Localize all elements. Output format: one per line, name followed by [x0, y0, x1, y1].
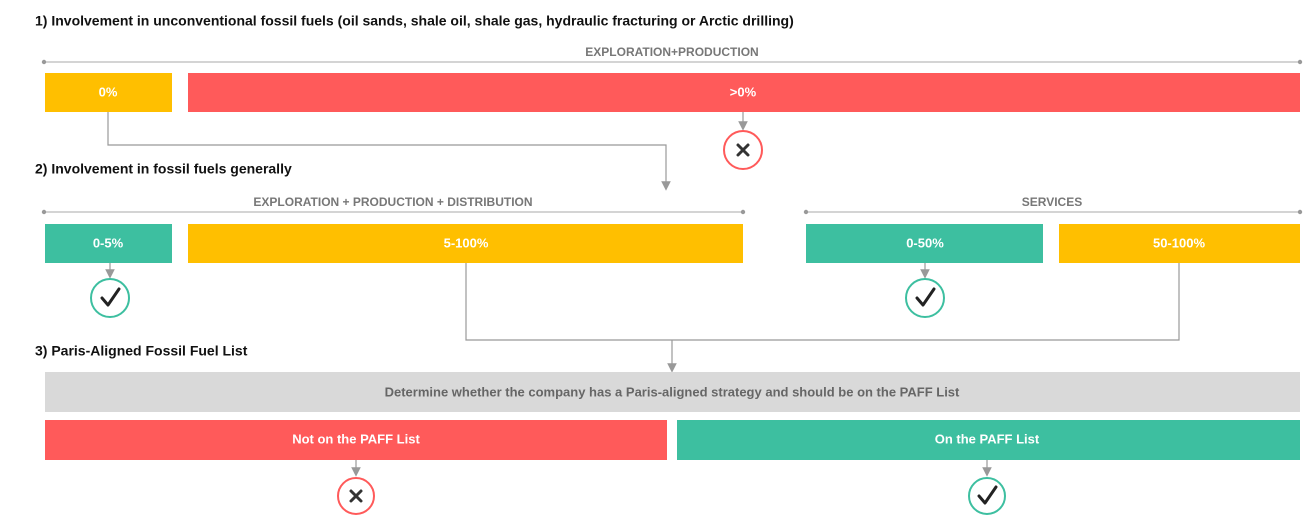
- box-label: 5-100%: [444, 235, 489, 250]
- box-label: >0%: [730, 84, 757, 99]
- box: [677, 420, 1300, 460]
- connector: [107, 112, 671, 191]
- accept-icon: [968, 477, 1006, 515]
- step-title: 3) Paris-Aligned Fossil Fuel List: [35, 343, 248, 359]
- step-title: 2) Involvement in fossil fuels generally: [35, 161, 292, 177]
- reject-icon: [723, 130, 763, 170]
- box: [1059, 224, 1300, 263]
- question: Determine whether the company has a Pari…: [385, 384, 960, 399]
- box: [188, 73, 1300, 112]
- question-box: [45, 372, 1300, 412]
- box: [45, 224, 172, 263]
- group-label: EXPLORATION+PRODUCTION: [585, 45, 758, 59]
- box: [45, 73, 172, 112]
- box-label: 0%: [99, 84, 118, 99]
- accept-icon: [905, 278, 945, 318]
- box: [45, 420, 667, 460]
- step-title: 1) Involvement in unconventional fossil …: [35, 13, 794, 29]
- box-label: 0-50%: [906, 235, 944, 250]
- accept-icon: [90, 278, 130, 318]
- box-label: Not on the PAFF List: [292, 431, 420, 446]
- reject-icon: [337, 477, 375, 515]
- group-label: SERVICES: [1022, 195, 1082, 209]
- box-label: On the PAFF List: [935, 431, 1040, 446]
- box: [188, 224, 743, 263]
- box: [806, 224, 1043, 263]
- box-label: 50-100%: [1153, 235, 1205, 250]
- box-label: 0-5%: [93, 235, 124, 250]
- label-bg: [215, 196, 571, 210]
- group-label: EXPLORATION + PRODUCTION + DISTRIBUTION: [253, 195, 532, 209]
- connector: [465, 263, 1180, 341]
- label-bg: [1010, 196, 1094, 210]
- label-bg: [560, 46, 786, 60]
